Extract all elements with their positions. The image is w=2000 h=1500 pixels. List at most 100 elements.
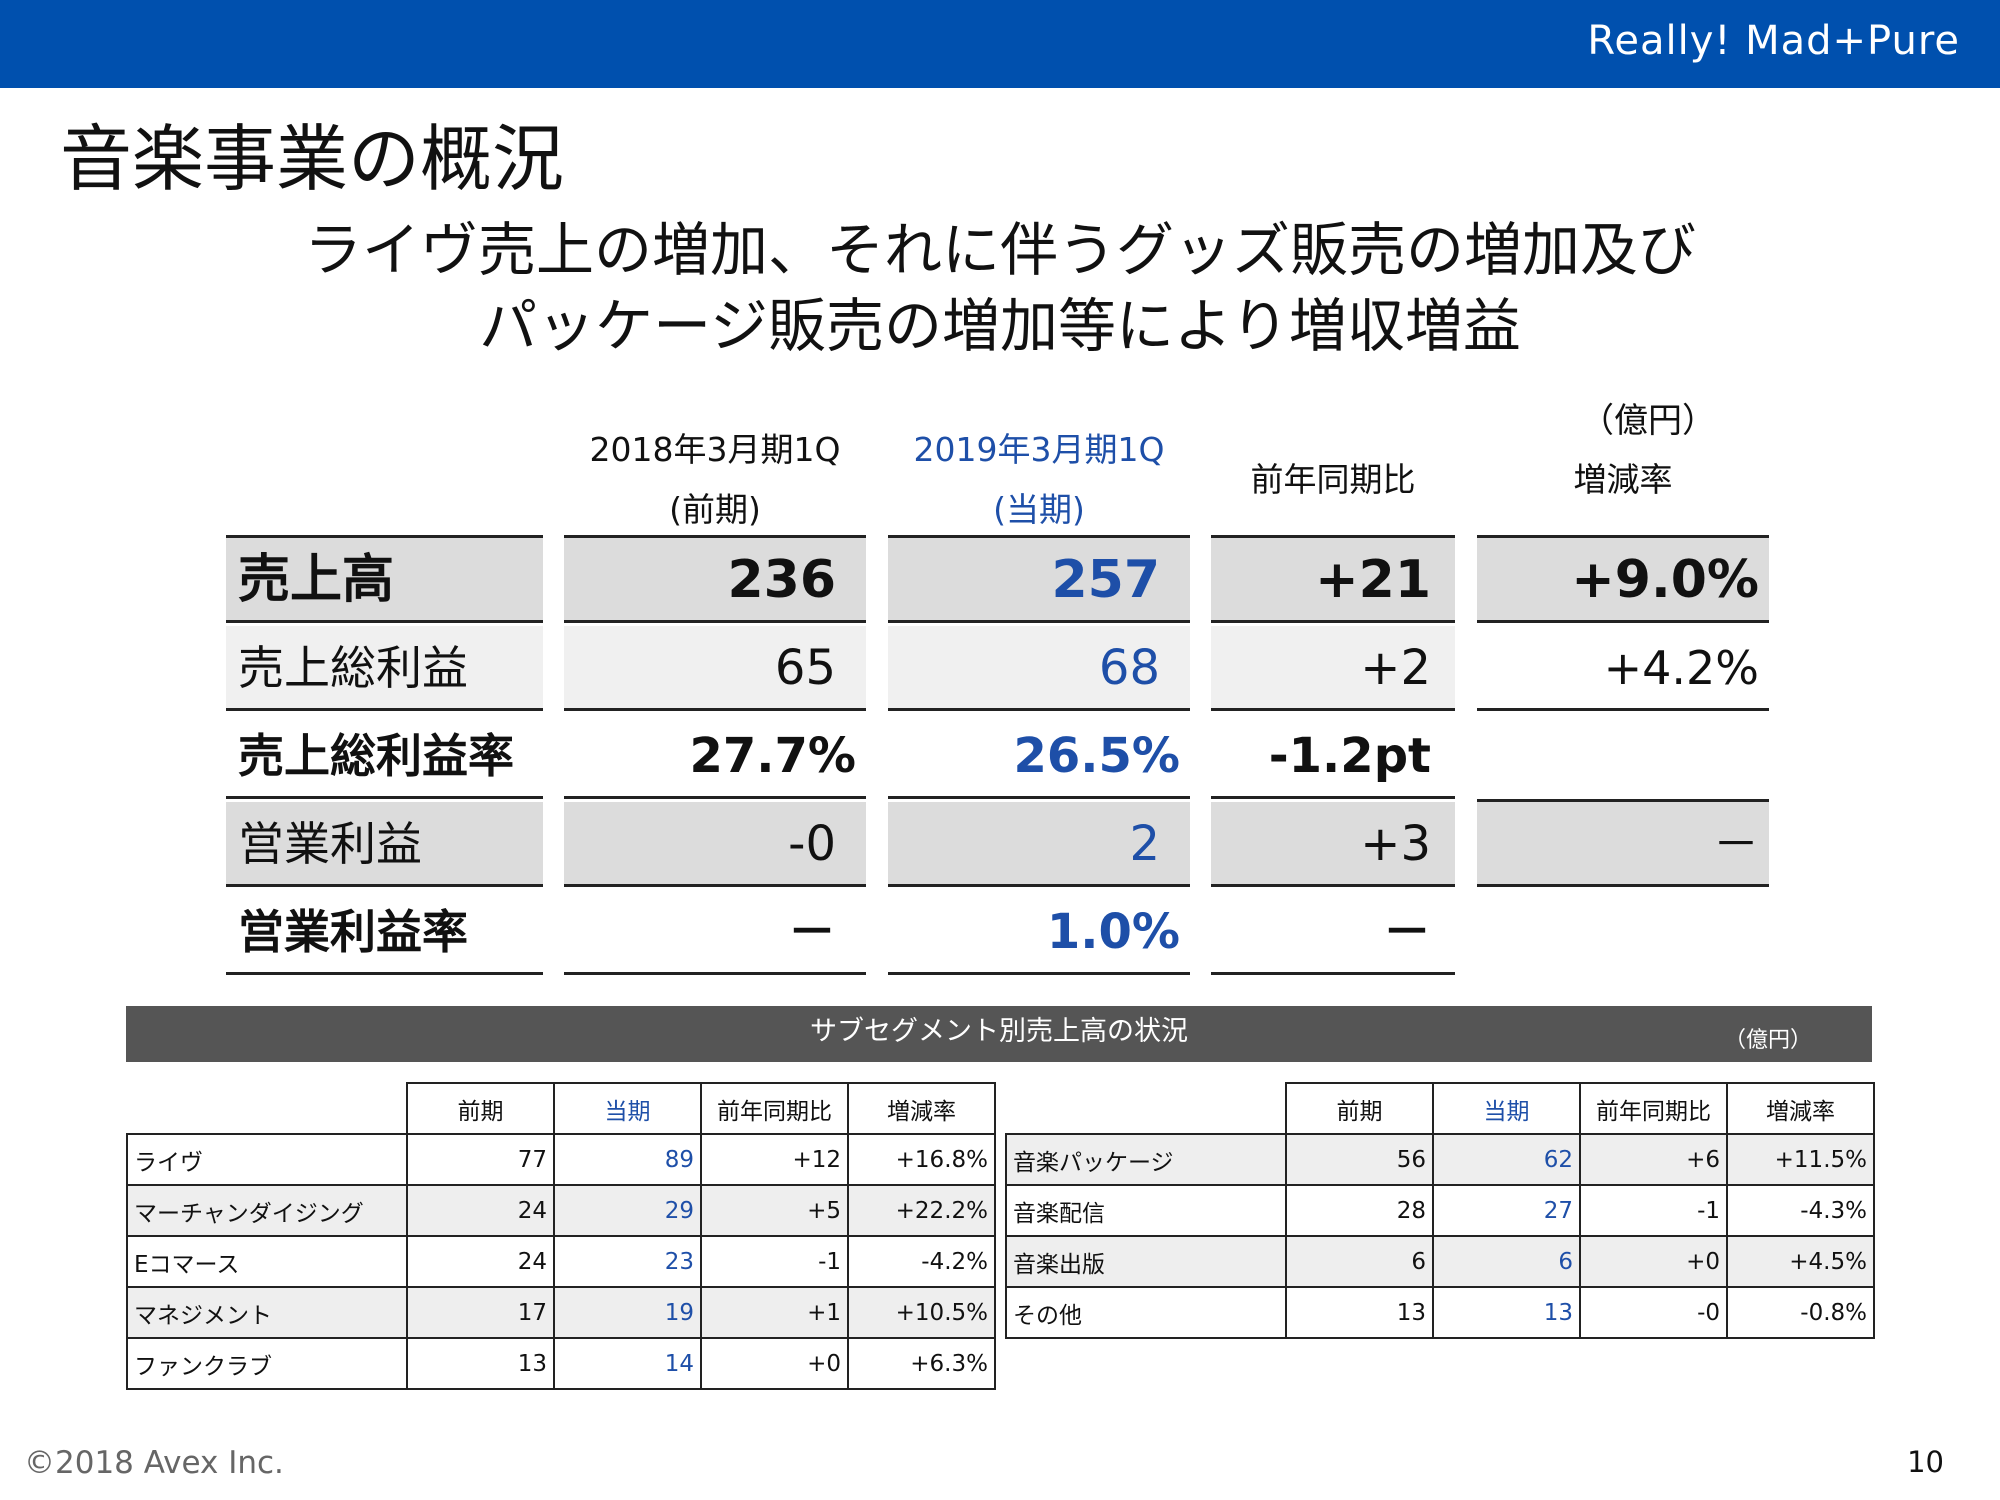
value-current: 89 bbox=[553, 1133, 702, 1186]
value-current: 13 bbox=[1432, 1286, 1581, 1339]
table-row: その他 13 13 -0 -0.8% bbox=[1005, 1286, 1875, 1339]
row-label: 売上総利益 bbox=[226, 626, 543, 711]
segment-name: マーチャンダイジング bbox=[126, 1184, 408, 1237]
column-header-current-period: 2019年3月期1Q bbox=[913, 430, 1165, 469]
headline: ライヴ売上の増加、それに伴うグッズ販売の増加及び パッケージ販売の増加等により増… bbox=[0, 212, 2000, 364]
header-rate: 増減率 bbox=[847, 1082, 996, 1135]
table-row: ライヴ 77 89 +12 +16.8% bbox=[126, 1133, 996, 1186]
value-rate: +22.2% bbox=[847, 1184, 996, 1237]
table-row: 音楽出版 6 6 +0 +4.5% bbox=[1005, 1235, 1875, 1288]
table-top-rule bbox=[888, 535, 1190, 538]
unit-label: （億円） bbox=[1580, 401, 1716, 441]
value-rate: -4.3% bbox=[1726, 1184, 1875, 1237]
table-row: ファンクラブ 13 14 +0 +6.3% bbox=[126, 1337, 996, 1390]
value-current: 68 bbox=[888, 626, 1190, 711]
page-title: 音楽事業の概況 bbox=[60, 117, 565, 201]
value-rate: +9.0% bbox=[1477, 538, 1769, 623]
top-banner: Really! Mad+Pure bbox=[0, 0, 2000, 88]
value-current: 23 bbox=[553, 1235, 702, 1288]
headline-line-1: ライヴ売上の増加、それに伴うグッズ販売の増加及び bbox=[303, 216, 1696, 284]
segment-name: ファンクラブ bbox=[126, 1337, 408, 1390]
header-current: 当期 bbox=[553, 1082, 702, 1135]
value-prev: 56 bbox=[1285, 1133, 1434, 1186]
column-header-prev-period: 2018年3月期1Q bbox=[589, 430, 841, 469]
sub-segment-table-left: 前期 当期 前年同期比 増減率 ライヴ 77 89 +12 +16.8% マーチ… bbox=[126, 1082, 996, 1390]
sub-segment-unit: （億円） bbox=[1723, 1028, 1812, 1053]
value-yoy: -1 bbox=[1579, 1184, 1728, 1237]
table-row-gross-profit: 売上総利益 65 68 +2 +4.2% bbox=[0, 626, 2000, 714]
column-header-current: 2019年3月期1Q (当期) bbox=[888, 420, 1190, 540]
value-rate bbox=[1477, 714, 1769, 799]
sub-segment-header-bar: サブセグメント別売上高の状況 （億円） bbox=[126, 1006, 1872, 1062]
value-prev: 77 bbox=[406, 1133, 555, 1186]
table-row-operating-margin: 営業利益率 － 1.0% － bbox=[0, 890, 2000, 978]
column-header-prev-note: (前期) bbox=[669, 490, 761, 529]
segment-name: 音楽パッケージ bbox=[1005, 1133, 1287, 1186]
header-current: 当期 bbox=[1432, 1082, 1581, 1135]
value-rate: -4.2% bbox=[847, 1235, 996, 1288]
value-rate: +4.5% bbox=[1726, 1235, 1875, 1288]
column-header-current-note: (当期) bbox=[993, 490, 1085, 529]
value-current: 19 bbox=[553, 1286, 702, 1339]
page-number: 10 bbox=[1907, 1445, 1944, 1479]
value-yoy: -1.2pt bbox=[1211, 714, 1455, 799]
segment-name: その他 bbox=[1005, 1286, 1287, 1339]
sub-segment-title: サブセグメント別売上高の状況 bbox=[810, 1016, 1188, 1047]
value-yoy: +3 bbox=[1211, 802, 1455, 887]
table-row: マネジメント 17 19 +1 +10.5% bbox=[126, 1286, 996, 1339]
value-yoy: +2 bbox=[1211, 626, 1455, 711]
table-row-operating-income: 営業利益 -0 2 +3 － bbox=[0, 802, 2000, 890]
header-blank bbox=[1006, 1083, 1287, 1135]
segment-name: マネジメント bbox=[126, 1286, 408, 1339]
segment-name: Eコマース bbox=[126, 1235, 408, 1288]
row-label: 売上総利益率 bbox=[226, 714, 543, 799]
value-current: 6 bbox=[1432, 1235, 1581, 1288]
value-prev: 24 bbox=[406, 1235, 555, 1288]
value-rate: +11.5% bbox=[1726, 1133, 1875, 1186]
header-row: 前期 当期 前年同期比 増減率 bbox=[1006, 1082, 1875, 1135]
sub-segment-table-right: 前期 当期 前年同期比 増減率 音楽パッケージ 56 62 +6 +11.5% … bbox=[1005, 1082, 1875, 1339]
table-top-rule bbox=[564, 535, 866, 538]
value-current: 26.5% bbox=[888, 714, 1190, 799]
value-yoy: － bbox=[1211, 890, 1455, 975]
value-rate: +10.5% bbox=[847, 1286, 996, 1339]
copyright: ©2018 Avex Inc. bbox=[24, 1445, 284, 1481]
value-prev: 6 bbox=[1285, 1235, 1434, 1288]
value-prev: 17 bbox=[406, 1286, 555, 1339]
column-header-prev: 2018年3月期1Q (前期) bbox=[564, 420, 866, 540]
value-prev: -0 bbox=[564, 802, 866, 887]
value-prev: 28 bbox=[1285, 1184, 1434, 1237]
value-rate: － bbox=[1477, 802, 1769, 887]
value-prev: 65 bbox=[564, 626, 866, 711]
value-rate: +6.3% bbox=[847, 1337, 996, 1390]
value-rate: +16.8% bbox=[847, 1133, 996, 1186]
segment-name: ライヴ bbox=[126, 1133, 408, 1186]
value-yoy: +1 bbox=[700, 1286, 849, 1339]
value-current: 1.0% bbox=[888, 890, 1190, 975]
row-label: 売上高 bbox=[226, 538, 543, 623]
header-yoy: 前年同期比 bbox=[700, 1082, 849, 1135]
table-top-rule bbox=[1211, 535, 1455, 538]
header-rate: 増減率 bbox=[1726, 1082, 1875, 1135]
value-prev: 24 bbox=[406, 1184, 555, 1237]
value-rate: +4.2% bbox=[1477, 626, 1769, 711]
header-blank bbox=[127, 1083, 408, 1135]
table-row: 音楽配信 28 27 -1 -4.3% bbox=[1005, 1184, 1875, 1237]
value-current: 62 bbox=[1432, 1133, 1581, 1186]
header-row: 前期 当期 前年同期比 増減率 bbox=[127, 1082, 996, 1135]
table-top-rule bbox=[226, 535, 543, 538]
table-row-sales: 売上高 236 257 +21 +9.0% bbox=[0, 538, 2000, 626]
value-rate: -0.8% bbox=[1726, 1286, 1875, 1339]
row-label: 営業利益率 bbox=[226, 890, 543, 975]
value-yoy: -0 bbox=[1579, 1286, 1728, 1339]
table-row-gross-margin: 売上総利益率 27.7% 26.5% -1.2pt bbox=[0, 714, 2000, 802]
tagline: Really! Mad+Pure bbox=[1587, 18, 1960, 64]
value-prev: 13 bbox=[1285, 1286, 1434, 1339]
value-current: 14 bbox=[553, 1337, 702, 1390]
value-current: 29 bbox=[553, 1184, 702, 1237]
column-header-yoy: 前年同期比 bbox=[1250, 460, 1416, 499]
value-prev: 13 bbox=[406, 1337, 555, 1390]
value-current: 2 bbox=[888, 802, 1190, 887]
value-yoy: +5 bbox=[700, 1184, 849, 1237]
value-current: 257 bbox=[888, 538, 1190, 623]
